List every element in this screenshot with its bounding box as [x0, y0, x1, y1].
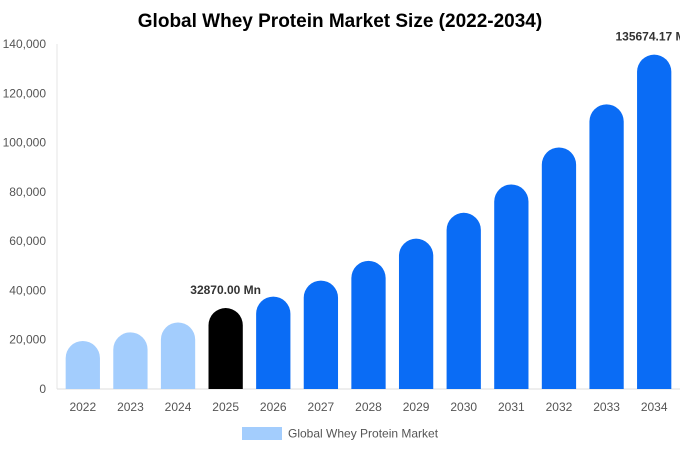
y-tick-label: 140,000 — [3, 37, 47, 51]
x-tick-label: 2028 — [355, 400, 382, 414]
bar-2026[interactable] — [256, 296, 291, 389]
y-axis-ticks: 0 20,000 40,000 60,000 80,000 100,000 120,000 1… — [3, 37, 47, 396]
x-tick-label: 2030 — [450, 400, 477, 414]
bar-2029[interactable] — [398, 238, 434, 389]
bar-2034[interactable] — [637, 54, 672, 389]
bar-2031[interactable] — [494, 184, 529, 389]
bars — [65, 54, 672, 390]
bar-2033[interactable] — [589, 104, 624, 389]
legend-swatch — [242, 427, 282, 440]
data-label-2034: 135674.17 Mn — [615, 30, 680, 44]
data-label-2025: 32870.00 Mn — [190, 283, 261, 297]
x-tick-label: 2025 — [212, 400, 239, 414]
x-tick-label: 2024 — [165, 400, 192, 414]
chart-title: Global Whey Protein Market Size (2022-20… — [138, 11, 542, 32]
data-labels: 32870.00 Mn 135674.17 Mn — [190, 30, 680, 297]
y-tick-label: 40,000 — [9, 283, 46, 297]
y-tick-label: 60,000 — [9, 234, 46, 248]
x-tick-label: 2027 — [308, 400, 335, 414]
x-tick-label: 2022 — [69, 400, 96, 414]
bar-2023[interactable] — [113, 332, 148, 389]
bar-2032[interactable] — [541, 147, 577, 390]
bar-2022[interactable] — [65, 340, 100, 389]
bar-2027[interactable] — [303, 280, 339, 389]
x-tick-label: 2034 — [641, 400, 668, 414]
x-tick-label: 2026 — [260, 400, 287, 414]
y-tick-label: 0 — [39, 382, 46, 396]
bar-2024[interactable] — [160, 322, 196, 389]
y-tick-label: 120,000 — [3, 86, 47, 100]
y-tick-label: 100,000 — [3, 136, 47, 150]
bar-2030[interactable] — [446, 212, 481, 389]
bar-2025[interactable] — [208, 308, 243, 389]
x-tick-label: 2023 — [117, 400, 144, 414]
legend[interactable]: Global Whey Protein Market — [242, 427, 439, 441]
x-tick-label: 2033 — [593, 400, 620, 414]
x-tick-label: 2032 — [546, 400, 573, 414]
x-tick-label: 2031 — [498, 400, 525, 414]
x-tick-label: 2029 — [403, 400, 430, 414]
y-tick-label: 80,000 — [9, 185, 46, 199]
bar-2028[interactable] — [351, 260, 386, 389]
legend-label: Global Whey Protein Market — [288, 427, 439, 441]
y-tick-label: 20,000 — [9, 333, 46, 347]
x-axis-ticks: 2022 2023 2024 2025 2026 2027 2028 2029 2030 2031… — [69, 400, 667, 414]
